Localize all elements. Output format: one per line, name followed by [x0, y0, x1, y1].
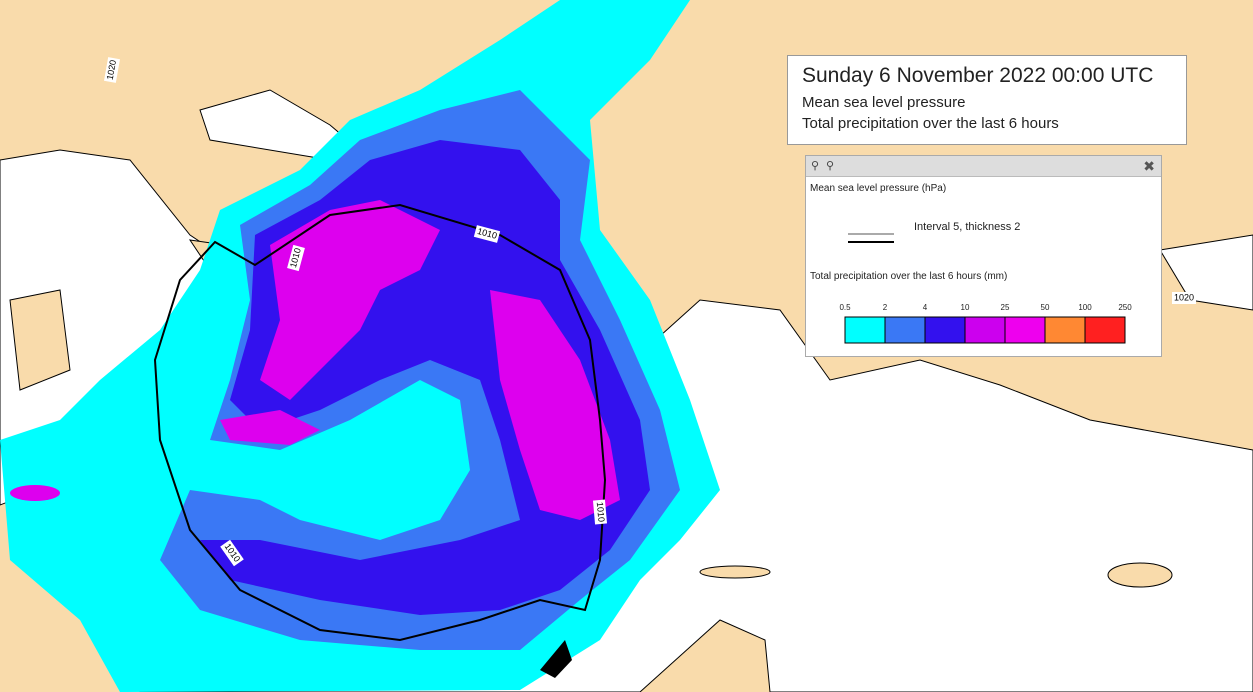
map-subtitle: Mean sea level pressure	[802, 94, 966, 111]
isobar-label-bg	[592, 499, 608, 525]
precipitation	[0, 0, 720, 692]
colorbar-label: 50	[1040, 303, 1050, 312]
colorbar-swatch	[1044, 316, 1086, 344]
isobar-style: Interval 5, thickness 2	[914, 221, 1021, 233]
map-subtitle: Total precipitation over the last 6 hour…	[802, 115, 1059, 132]
title-box: Sunday 6 November 2022 00:00 UTC Mean se…	[787, 55, 1187, 145]
colorbar	[844, 316, 1126, 344]
legend-heading: Mean sea level pressure (hPa)	[810, 183, 947, 194]
colorbar-label: 25	[1000, 303, 1010, 312]
map-title: Sunday 6 November 2022 00:00 UTC	[802, 64, 1154, 87]
isobar-label: 1020	[104, 57, 120, 83]
isobar-1010	[153, 203, 607, 642]
isobar-label: 1010	[287, 244, 305, 272]
isobar-1010-cut	[540, 640, 572, 678]
colorbar-swatch	[924, 316, 966, 344]
legend-heading: Total precipitation over the last 6 hour…	[810, 271, 1008, 282]
colorbar-swatch	[844, 316, 886, 344]
isobar-label-text: 1020	[1174, 292, 1194, 302]
colorbar-label: 2	[882, 303, 888, 312]
sardinia	[9, 289, 71, 391]
colorbar-swatch	[1004, 316, 1046, 344]
isobar-label-text: 1010	[595, 502, 607, 523]
isobar-sample	[848, 233, 894, 243]
legend-toolbar: ⚲ ⚲ ✖	[806, 156, 1161, 177]
isobar-label-bg	[104, 57, 120, 83]
crete	[699, 565, 771, 579]
colorbar-label: 100	[1078, 303, 1092, 312]
isobar-label: 1020	[1172, 292, 1196, 304]
zoom-in[interactable]: ⚲	[811, 160, 820, 172]
colorbar-swatch	[1084, 316, 1126, 344]
isobar-label: 1010	[592, 499, 608, 525]
isobar-label-text: 1020	[105, 59, 118, 80]
isobar-label-bg	[1172, 292, 1196, 304]
colorbar-label: 4	[922, 303, 928, 312]
colorbar-label: 10	[960, 303, 970, 312]
colorbar-swatch	[964, 316, 1006, 344]
colorbar-label: 250	[1118, 303, 1132, 312]
zoom-out[interactable]: ⚲	[826, 160, 835, 172]
isobar-label-bg	[287, 244, 305, 272]
close-button[interactable]: ✖	[1143, 158, 1155, 174]
isobar-label-bg	[220, 539, 244, 567]
colorbar-label: 0.5	[839, 303, 851, 312]
colorbar-swatch	[884, 316, 926, 344]
legend-panel: ⚲ ⚲ ✖ Mean sea level pressure (hPa) Inte…	[805, 155, 1162, 357]
black-sea	[1159, 234, 1253, 311]
cyprus	[1107, 562, 1173, 588]
